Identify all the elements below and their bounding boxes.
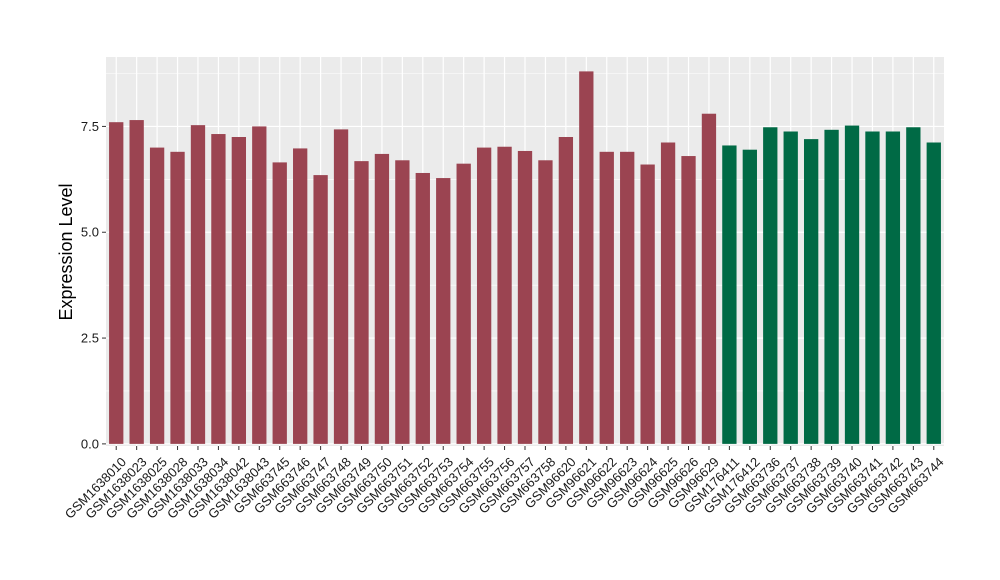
bar-GSM1638028 [170,151,185,444]
bar-GSM663750 [374,153,390,444]
bar-GSM1638010 [109,122,124,444]
bar-GSM663751 [395,160,410,444]
bar-GSM663757 [517,150,533,444]
y-axis-title: Expression Level [56,183,76,320]
bar-GSM96622 [599,151,614,444]
bar-GSM663745 [272,162,287,444]
bar-GSM176411 [722,145,737,444]
y-tick-label: 5.0 [81,225,99,240]
bar-GSM1638043 [252,126,267,444]
bar-GSM663754 [456,163,471,444]
bar-GSM1638025 [149,147,165,444]
bar-GSM663746 [293,148,308,444]
bar-GSM663749 [354,161,369,444]
bar-GSM663739 [824,129,839,444]
bar-GSM663740 [844,125,860,444]
bar-GSM96629 [701,113,717,444]
bar-GSM96626 [681,156,696,444]
bar-GSM663747 [313,175,328,444]
bar-GSM176412 [742,149,757,444]
bar-GSM663741 [865,131,880,444]
bar-GSM663737 [783,131,798,444]
bar-GSM96624 [640,164,655,444]
bar-GSM663753 [436,178,451,444]
y-tick-label: 0.0 [81,436,99,451]
bar-GSM663743 [906,127,921,444]
bar-GSM96620 [558,137,574,444]
bar-GSM1638023 [129,120,144,444]
bar-GSM96621 [579,71,594,444]
bar-GSM663755 [476,147,492,444]
bar-GSM663742 [885,131,901,444]
bar-GSM663744 [926,142,941,444]
bar-GSM96623 [620,151,635,444]
bar-GSM663756 [497,146,512,444]
y-tick-label: 2.5 [81,331,99,346]
bar-GSM96625 [660,142,676,444]
bar-GSM663736 [763,127,778,444]
bar-GSM1638033 [190,125,206,444]
bar-GSM663748 [333,129,349,444]
bar-GSM663758 [538,160,553,444]
bar-GSM1638034 [211,134,226,444]
bar-GSM1638042 [231,137,247,444]
bar-GSM663752 [415,172,430,444]
y-tick-label: 7.5 [81,119,99,134]
bar-GSM663738 [803,139,819,444]
